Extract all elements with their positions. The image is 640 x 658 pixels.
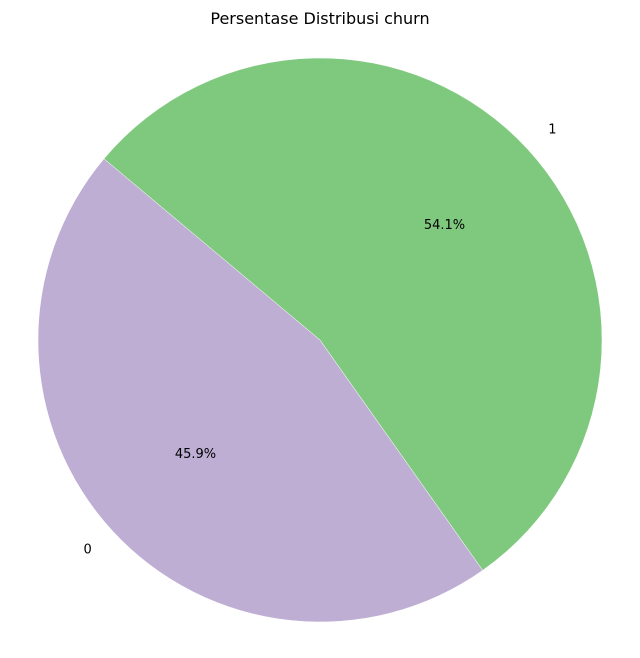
pie-slice-1 (103, 57, 603, 571)
slice-percent-1: 54.1% (424, 218, 465, 233)
pie-slice-0 (37, 158, 484, 623)
slice-label-0: 0 (83, 543, 91, 558)
slice-percent-0: 45.9% (175, 447, 216, 462)
slice-label-1: 1 (548, 122, 556, 137)
pie-labels: 0 45.9% 1 54.1% (83, 122, 556, 557)
pie-slices (37, 57, 603, 623)
chart-title: Persentase Distribusi churn (210, 9, 429, 28)
